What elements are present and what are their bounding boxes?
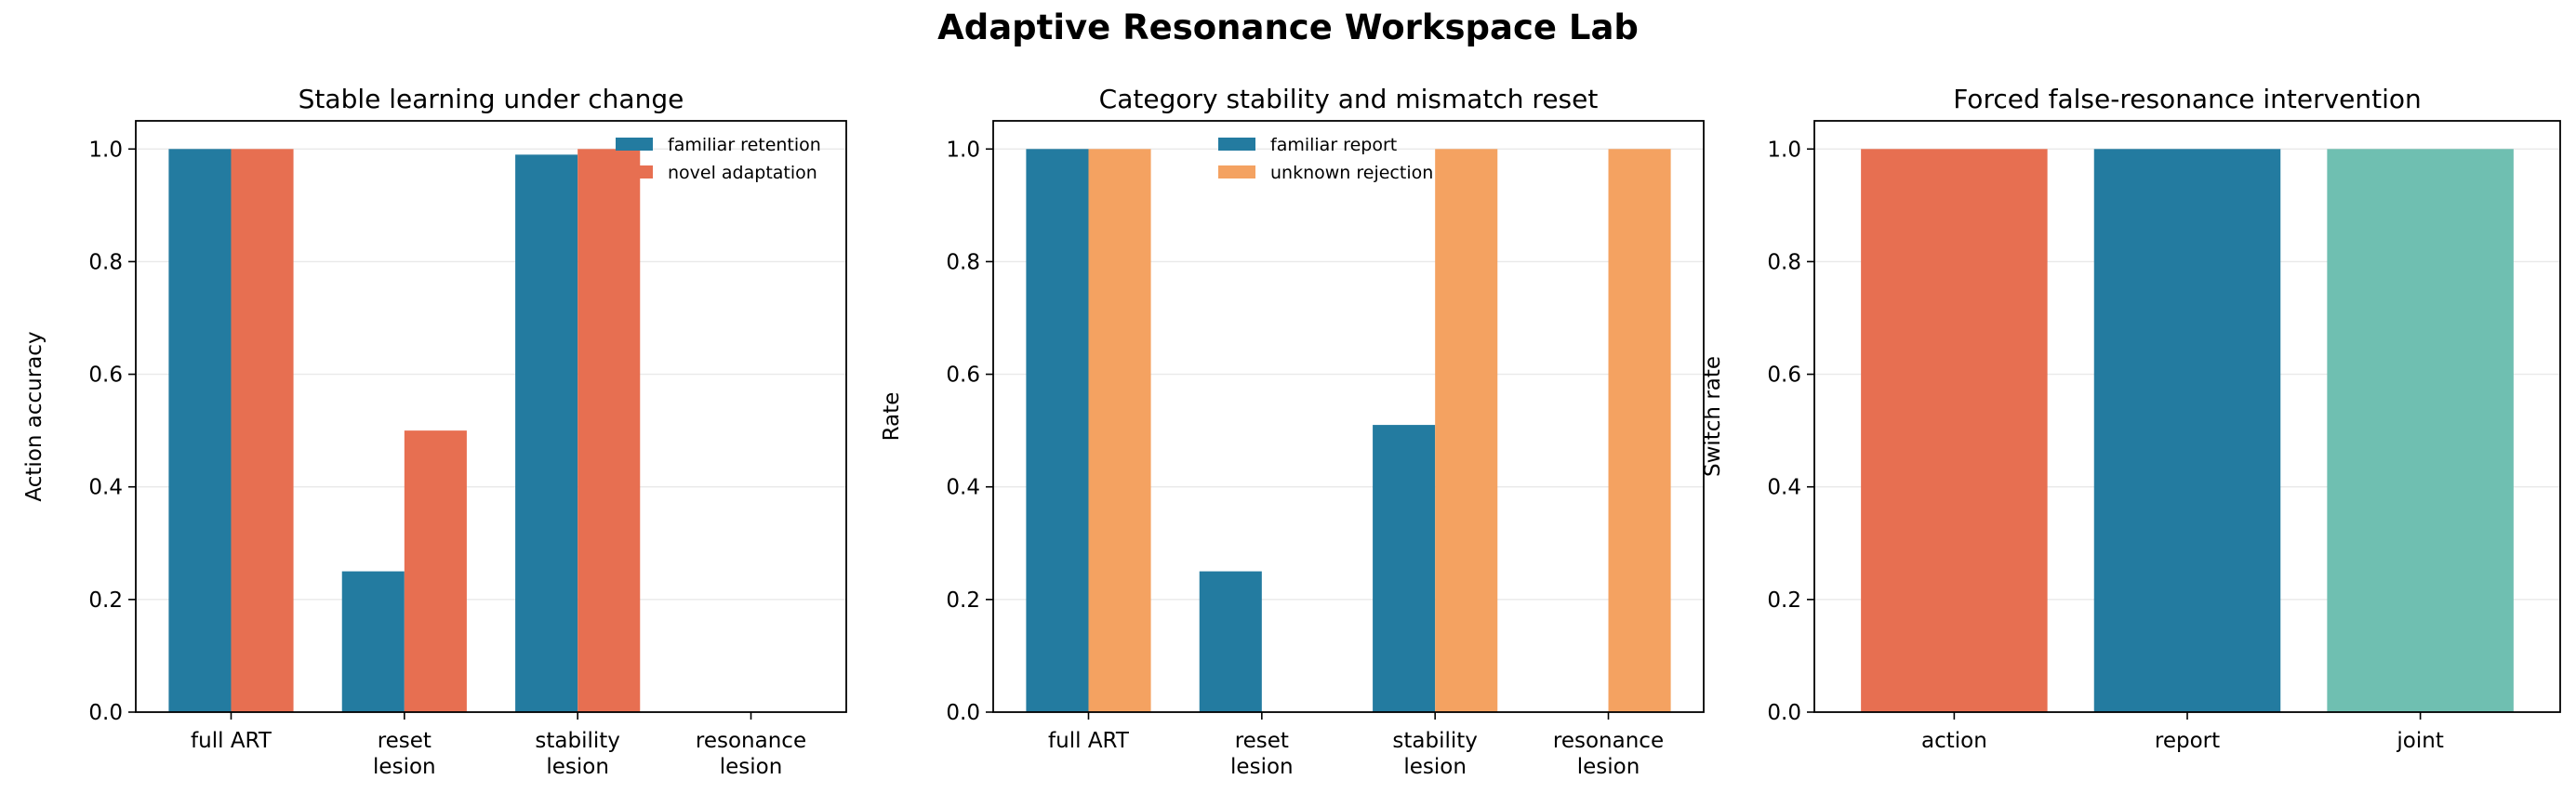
x-tick-label: lesion <box>1403 755 1467 779</box>
x-tick-label: full ART <box>1048 729 1130 753</box>
y-tick-label: 0.0 <box>946 701 980 725</box>
legend-label: familiar report <box>1270 135 1397 155</box>
x-tick-label: lesion <box>546 755 609 779</box>
bar-familiar-report <box>1199 571 1262 712</box>
chart-title: Forced false-resonance intervention <box>1953 84 2422 114</box>
y-tick-label: 0.4 <box>946 476 980 500</box>
y-tick-label: 1.0 <box>1767 138 1801 162</box>
x-tick-label: joint <box>2396 729 2443 753</box>
y-tick-label: 0.2 <box>946 588 980 613</box>
x-tick-label: lesion <box>1577 755 1640 779</box>
y-tick-label: 0.8 <box>88 250 123 274</box>
x-tick-label: report <box>2155 729 2220 753</box>
legend-label: novel adaptation <box>668 163 817 183</box>
y-tick-label: 0.6 <box>1767 363 1801 388</box>
x-tick-label: stability <box>1392 729 1478 753</box>
bar-report <box>2093 149 2281 713</box>
x-tick-label: lesion <box>720 755 783 779</box>
bar-unknown-rejection <box>1608 149 1671 713</box>
plot-frame <box>1813 120 2561 713</box>
legend-swatch <box>1218 165 1255 178</box>
x-tick-label: reset <box>1235 729 1289 753</box>
chart-panel-3: 0.0 0.2 0.4 0.6 0.8 1.0 action report joint Force… <box>1701 84 2561 753</box>
bar-unknown-rejection <box>1435 149 1498 713</box>
bar-joint <box>2327 149 2514 713</box>
y-tick-label: 1.0 <box>946 138 980 162</box>
y-tick-label: 0.4 <box>88 476 123 500</box>
legend-label: familiar retention <box>668 135 821 155</box>
x-tick-label: resonance <box>1553 729 1664 753</box>
bar-unknown-rejection <box>1088 149 1151 713</box>
legend-swatch <box>616 165 653 178</box>
y-tick-label: 0.8 <box>946 250 980 274</box>
y-axis-label: Rate <box>880 392 904 442</box>
y-tick-label: 0.4 <box>1767 476 1801 500</box>
legend-label: unknown rejection <box>1270 163 1433 183</box>
y-tick-label: 0.6 <box>88 363 123 388</box>
x-tick-label: action <box>1921 729 1987 753</box>
y-axis-label: Action accuracy <box>22 331 46 501</box>
bar-novel-adaptation <box>578 149 641 713</box>
legend-swatch <box>616 138 653 151</box>
x-tick-label: resonance <box>696 729 806 753</box>
bar-novel-adaptation <box>404 430 467 712</box>
y-tick-label: 0.6 <box>946 363 980 388</box>
plot-frame <box>992 120 1705 713</box>
y-tick-label: 1.0 <box>88 138 123 162</box>
y-tick-label: 0.2 <box>1767 588 1801 613</box>
y-tick-label: 0.0 <box>88 701 123 725</box>
bar-familiar-retention <box>168 149 232 713</box>
x-tick-label: stability <box>535 729 620 753</box>
x-tick-label: full ART <box>191 729 272 753</box>
legend-swatch <box>1218 138 1255 151</box>
bar-familiar-retention <box>515 154 578 713</box>
plot-frame <box>135 120 847 713</box>
bar-familiar-retention <box>341 571 405 712</box>
y-tick-label: 0.2 <box>88 588 123 613</box>
bar-familiar-report <box>1373 425 1436 712</box>
x-tick-label: lesion <box>1230 755 1294 779</box>
x-tick-label: reset <box>378 729 432 753</box>
bar-novel-adaptation <box>231 149 294 713</box>
y-tick-label: 0.8 <box>1767 250 1801 274</box>
x-tick-label: lesion <box>373 755 436 779</box>
figure-title: Adaptive Resonance Workspace Lab <box>937 7 1639 47</box>
y-tick-label: 0.0 <box>1767 701 1801 725</box>
chart-title: Category stability and mismatch reset <box>1099 84 1599 114</box>
bar-familiar-report <box>1026 149 1089 713</box>
y-axis-label: Switch rate <box>1701 356 1725 477</box>
chart-title: Stable learning under change <box>299 84 684 114</box>
bar-action <box>1861 149 2048 713</box>
